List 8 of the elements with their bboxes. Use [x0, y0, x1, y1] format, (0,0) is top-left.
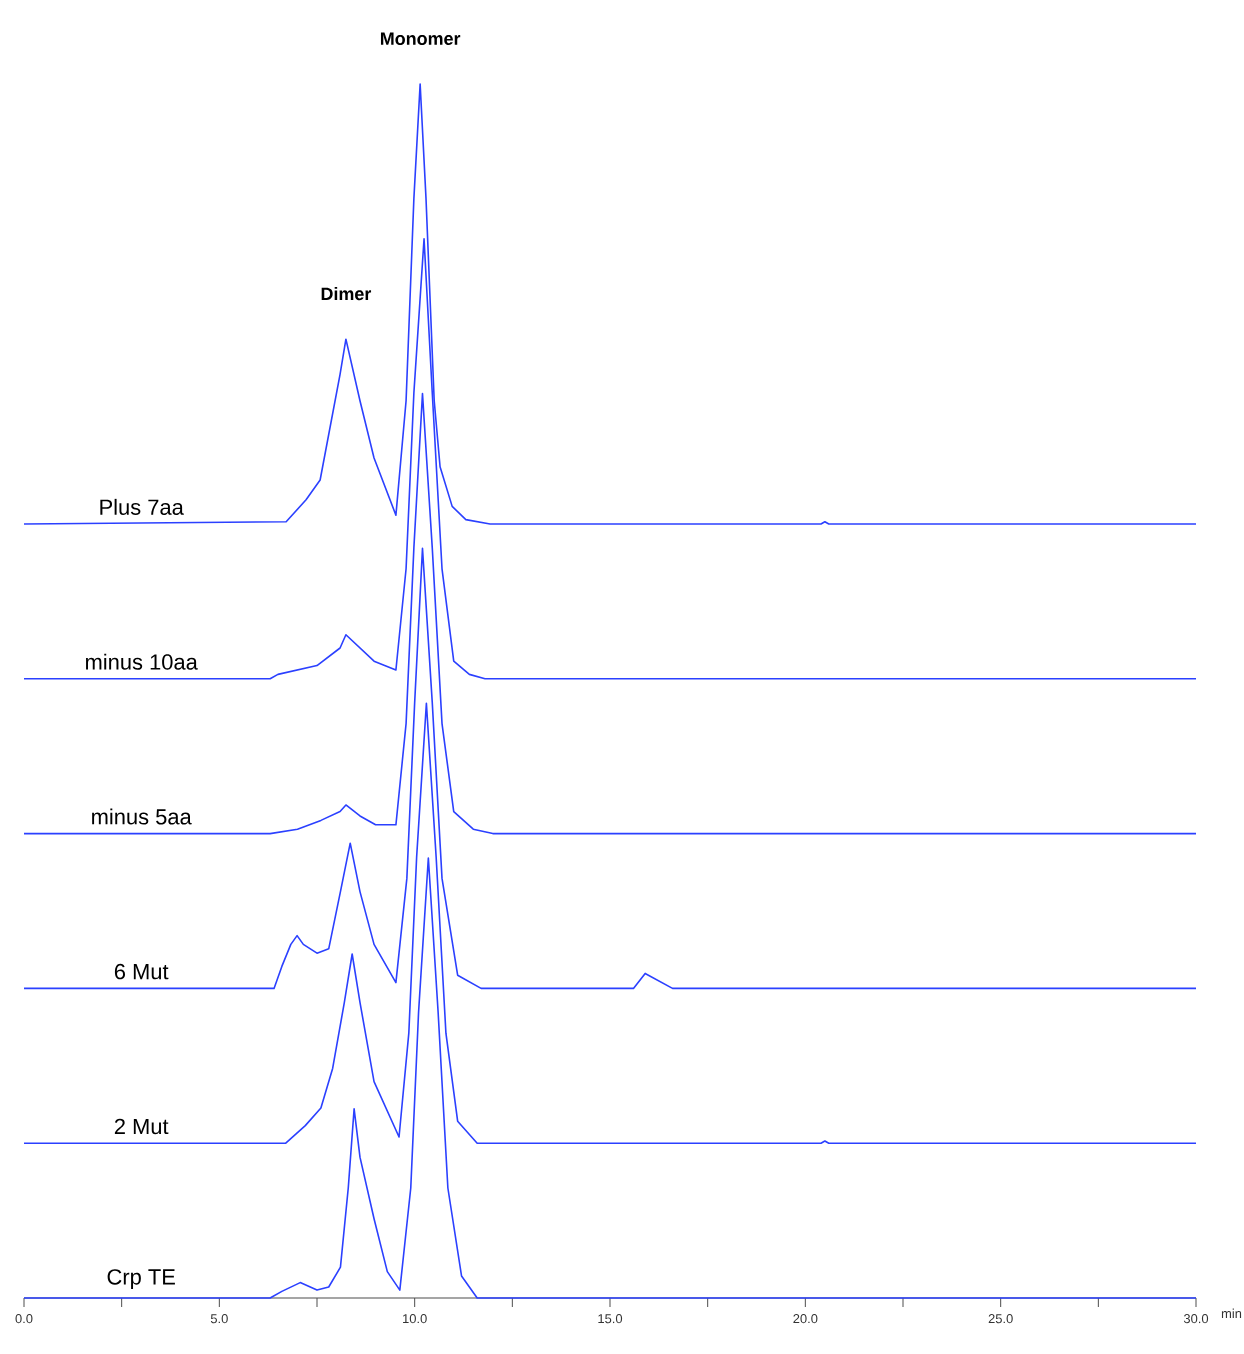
series-label: 2 Mut	[114, 1118, 169, 1135]
series-label: Plus 7aa	[100, 498, 184, 515]
series-label: minus 10aa	[86, 653, 198, 670]
annotation: Dimer	[321, 286, 372, 301]
series-label: minus 5aa	[92, 808, 192, 825]
annotation: Monomer	[380, 32, 461, 45]
series-label: Crp TE	[107, 1269, 175, 1289]
series-label: 6 Mut	[114, 963, 169, 980]
